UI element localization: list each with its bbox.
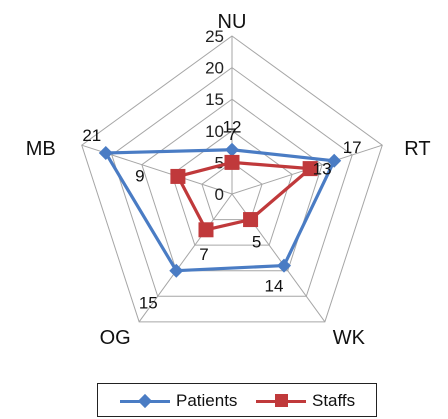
legend: Patients Staffs [97,383,377,417]
axis-label-wk: WK [333,327,366,349]
point-staffs-og [198,222,214,238]
axis-label-rt: RT [404,138,430,160]
radial-tick-0: 0 [215,185,224,204]
grid-ring-5 [201,161,263,221]
series-line-staffs [176,160,312,232]
radial-tick-15: 15 [205,90,224,109]
grid-ring-25 [81,35,383,323]
point-patients-og [169,263,184,278]
series-line-patients [104,148,336,273]
data-label-staffs-rt: 13 [313,160,332,179]
legend-swatch-staffs [256,391,306,411]
grid-ring-20 [111,66,353,297]
axis-label-og: OG [100,327,131,349]
point-patients-mb [98,145,113,160]
radial-tick-25: 25 [205,27,224,46]
data-label-staffs-og: 7 [199,245,208,264]
legend-label-staffs: Staffs [312,391,356,410]
series-layer [98,142,342,278]
grid-ring-15 [141,98,323,272]
data-label-patients-mb: 21 [82,126,101,145]
radial-tick-10: 10 [205,122,224,141]
data-label-staffs-wk: 5 [252,233,261,252]
legend-swatch-patients [120,391,170,411]
point-staffs-mb [170,168,186,184]
legend-item-staffs: Staffs [256,390,355,412]
data-label-patients-wk: 14 [265,277,284,296]
legend-item-patients: Patients [120,390,237,412]
spoke-og [138,193,233,323]
radial-tick-5: 5 [215,153,224,172]
point-patients-nu [225,142,239,157]
legend-label-patients: Patients [176,391,238,410]
radial-tick-20: 20 [205,59,224,78]
radar-grid [81,35,383,323]
axis-labels: NU RT WK OG MB [26,11,431,349]
data-label-staffs-nu: 12 [223,117,242,136]
data-label-patients-rt: 17 [343,138,362,157]
data-label-patients-nu: 7 [227,125,236,144]
point-patients-rt [327,153,342,168]
point-staffs-wk [243,212,259,228]
point-staffs-rt [302,161,318,177]
point-patients-wk [277,258,292,273]
point-staffs-nu [224,154,240,170]
radial-tick-labels: 0 5 10 15 20 25 [205,27,224,204]
axis-label-nu: NU [218,11,247,33]
axis-label-mb: MB [26,138,56,160]
data-label-staffs-mb: 9 [135,166,144,185]
data-label-patients-og: 15 [139,294,158,313]
